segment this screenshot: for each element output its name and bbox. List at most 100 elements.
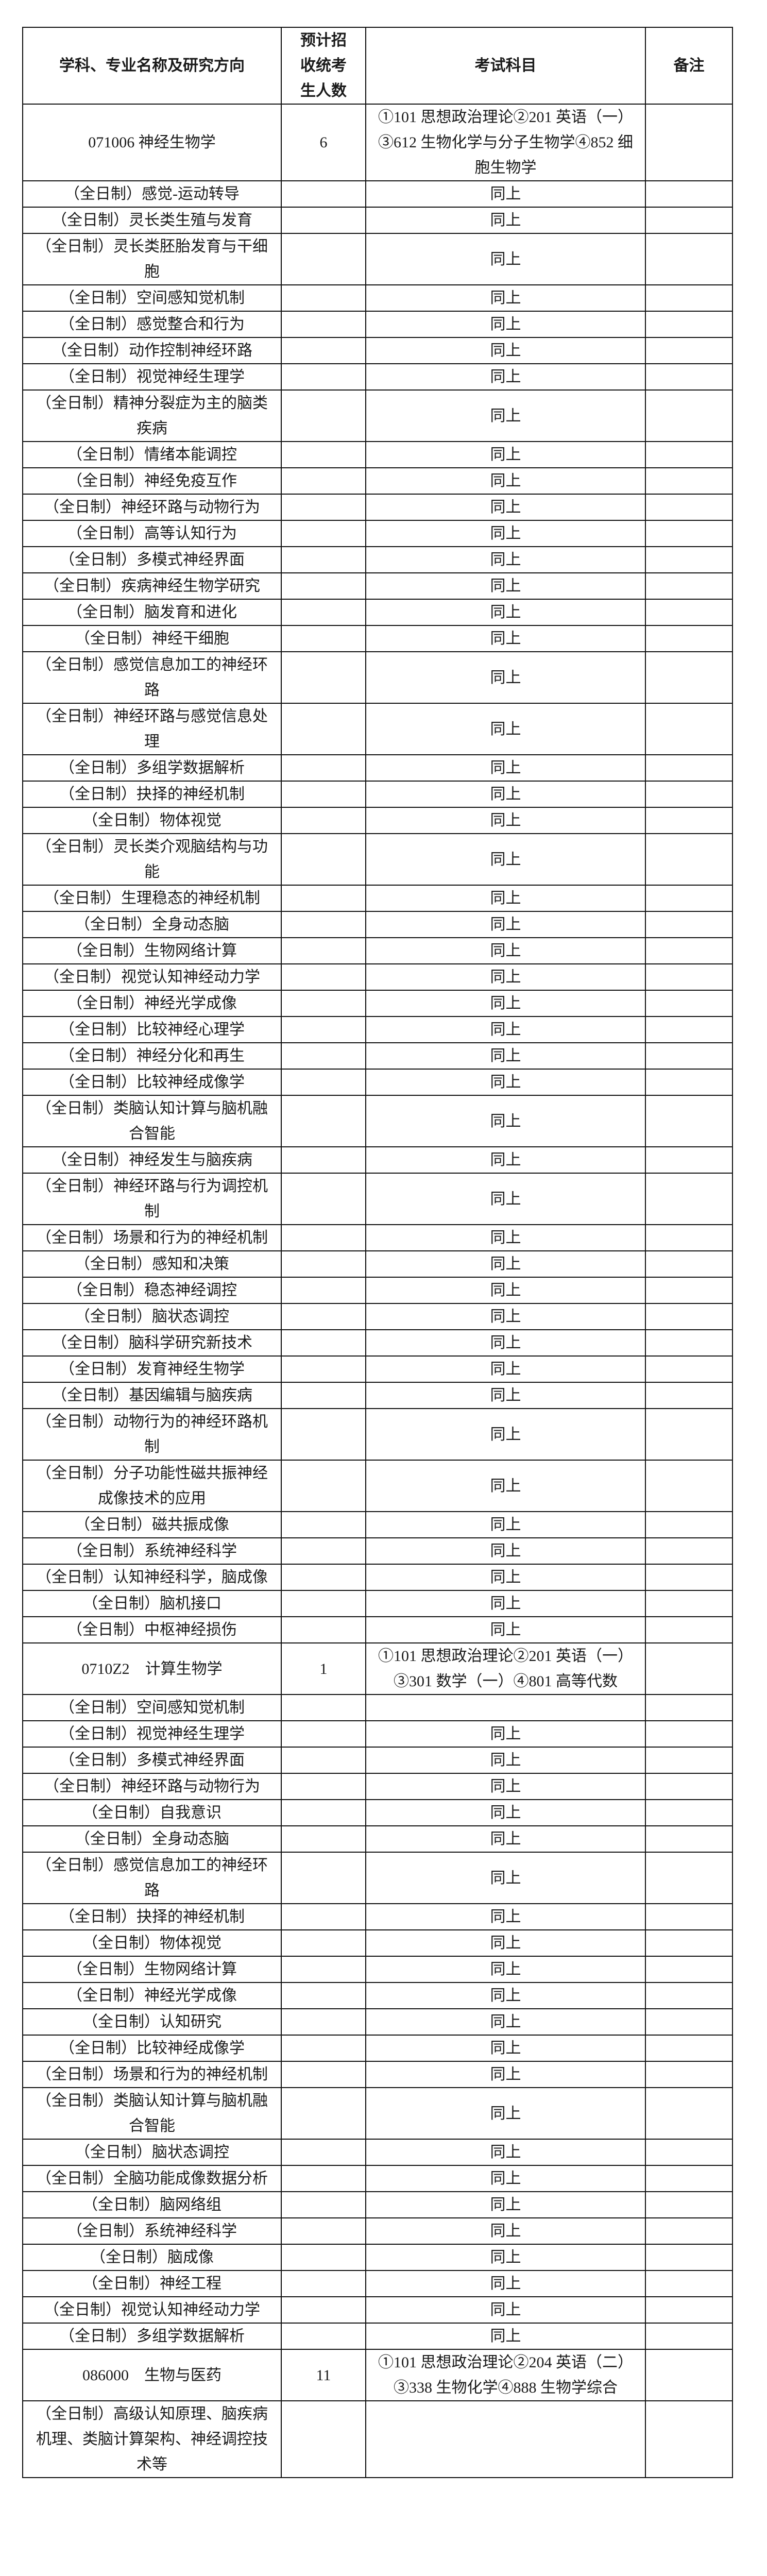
exam-cell: 同上 (365, 963, 646, 991)
note-cell (645, 1642, 733, 1695)
note-cell (645, 625, 733, 652)
table-row: 0710Z2 计算生物学 1 ①101 思想政治理论②201 英语（一）③301 数… (22, 1642, 733, 1695)
table-row: （全日制）抉择的神经机制 同上 (22, 1903, 733, 1930)
major-cell: （全日制）多模式神经界面 (22, 1747, 282, 1774)
exam-cell: 同上 (365, 599, 646, 626)
major-cell: 071006 神经生物学 (22, 104, 282, 181)
major-cell: （全日制）场景和行为的神经机制 (22, 2061, 282, 2088)
major-cell: （全日制）物体视觉 (22, 1929, 282, 1957)
major-cell: （全日制）脑机接口 (22, 1590, 282, 1617)
exam-cell: ①101 思想政治理论②204 英语（二）③338 生物化学④888 生物学综合 (365, 2349, 646, 2401)
exam-cell: 同上 (365, 1537, 646, 1565)
exam-cell: 同上 (365, 1852, 646, 1904)
note-cell (645, 2296, 733, 2324)
table-row: （全日制）全脑功能成像数据分析 同上 (22, 2165, 733, 2192)
exam-cell: 同上 (365, 2323, 646, 2350)
count-cell (281, 363, 366, 391)
major-cell: （全日制）神经免疫互作 (22, 467, 282, 495)
major-cell: （全日制）视觉认知神经动力学 (22, 2296, 282, 2324)
table-row: （全日制）全身动态脑 同上 (22, 911, 733, 938)
count-cell (281, 1852, 366, 1904)
note-cell (645, 104, 733, 181)
count-cell (281, 703, 366, 755)
count-cell (281, 1720, 366, 1748)
note-cell (645, 651, 733, 704)
major-cell: （全日制）脑成像 (22, 2244, 282, 2271)
note-cell (645, 1408, 733, 1461)
major-cell: （全日制）感觉整合和行为 (22, 311, 282, 338)
table-row: （全日制）高等认知行为 同上 (22, 520, 733, 547)
exam-cell: 同上 (365, 833, 646, 886)
count-cell (281, 2035, 366, 2062)
major-cell: （全日制）脑科学研究新技术 (22, 1329, 282, 1357)
table-row: （全日制）比较神经成像学 同上 (22, 1069, 733, 1096)
table-row: （全日制）灵长类胚胎发育与干细胞 同上 (22, 233, 733, 285)
note-cell (645, 937, 733, 964)
count-cell (281, 207, 366, 234)
table-row: （全日制）多模式神经界面 同上 (22, 1747, 733, 1774)
note-cell (645, 1224, 733, 1251)
table-row: （全日制）神经环路与动物行为 同上 (22, 494, 733, 521)
table-row: （全日制）灵长类生殖与发育 同上 (22, 207, 733, 234)
table-row: （全日制）磁共振成像 同上 (22, 1511, 733, 1538)
count-cell (281, 2165, 366, 2192)
exam-cell: 同上 (365, 1956, 646, 1983)
count-cell (281, 1173, 366, 1225)
major-cell: （全日制）精神分裂症为主的脑类疾病 (22, 389, 282, 442)
major-cell: （全日制）动作控制神经环路 (22, 337, 282, 364)
exam-cell: 同上 (365, 1982, 646, 2009)
major-cell: （全日制）生理稳态的神经机制 (22, 885, 282, 912)
exam-cell: 同上 (365, 1382, 646, 1409)
count-cell (281, 1408, 366, 1461)
note-cell (645, 703, 733, 755)
major-cell: （全日制）神经环路与动物行为 (22, 1773, 282, 1800)
exam-cell: 同上 (365, 1747, 646, 1774)
exam-cell: 同上 (365, 1616, 646, 1643)
count-cell (281, 1016, 366, 1043)
table-row: （全日制）视觉认知神经动力学 同上 (22, 2296, 733, 2324)
note-cell (645, 990, 733, 1017)
count-cell (281, 311, 366, 338)
table-row: （全日制）神经光学成像 同上 (22, 990, 733, 1017)
table-row: （全日制）系统神经科学 同上 (22, 1537, 733, 1565)
major-cell: （全日制）多组学数据解析 (22, 2323, 282, 2350)
major-cell: （全日制）类脑认知计算与脑机融合智能 (22, 2087, 282, 2140)
table-row: （全日制）生理稳态的神经机制 同上 (22, 885, 733, 912)
count-cell (281, 572, 366, 600)
note-cell (645, 1382, 733, 1409)
major-cell: （全日制）空间感知觉机制 (22, 284, 282, 312)
major-cell: （全日制）脑网络组 (22, 2191, 282, 2218)
major-cell: （全日制）神经分化和再生 (22, 1042, 282, 1070)
count-cell (281, 1537, 366, 1565)
exam-cell: 同上 (365, 1146, 646, 1174)
table-row: （全日制）自我意识 同上 (22, 1799, 733, 1826)
table-row: （全日制）空间感知觉机制 (22, 1694, 733, 1721)
note-cell (645, 389, 733, 442)
table-row: （全日制）类脑认知计算与脑机融合智能 同上 (22, 1095, 733, 1147)
major-cell: （全日制）神经环路与行为调控机制 (22, 1173, 282, 1225)
count-cell (281, 1694, 366, 1721)
table-row: （全日制）神经工程 同上 (22, 2270, 733, 2297)
count-cell (281, 937, 366, 964)
table-row: （全日制）神经光学成像 同上 (22, 1982, 733, 2009)
exam-cell: 同上 (365, 1016, 646, 1043)
table-row: （全日制）全身动态脑 同上 (22, 1825, 733, 1853)
table-row: （全日制）神经环路与感觉信息处理 同上 (22, 703, 733, 755)
note-cell (645, 1146, 733, 1174)
exam-cell: 同上 (365, 180, 646, 208)
exam-cell: 同上 (365, 1250, 646, 1278)
count-cell (281, 2139, 366, 2166)
count-cell (281, 546, 366, 573)
exam-cell: 同上 (365, 389, 646, 442)
note-cell (645, 1460, 733, 1512)
table-row: （全日制）物体视觉 同上 (22, 807, 733, 834)
table-row: （全日制）脑发育和进化 同上 (22, 599, 733, 626)
major-cell: （全日制）认知研究 (22, 2008, 282, 2036)
table-row: （全日制）情绪本能调控 同上 (22, 441, 733, 468)
note-cell (645, 885, 733, 912)
exam-cell: 同上 (365, 2191, 646, 2218)
count-cell (281, 1799, 366, 1826)
major-cell: （全日制）多模式神经界面 (22, 546, 282, 573)
exam-cell: 同上 (365, 1720, 646, 1748)
exam-cell: 同上 (365, 467, 646, 495)
